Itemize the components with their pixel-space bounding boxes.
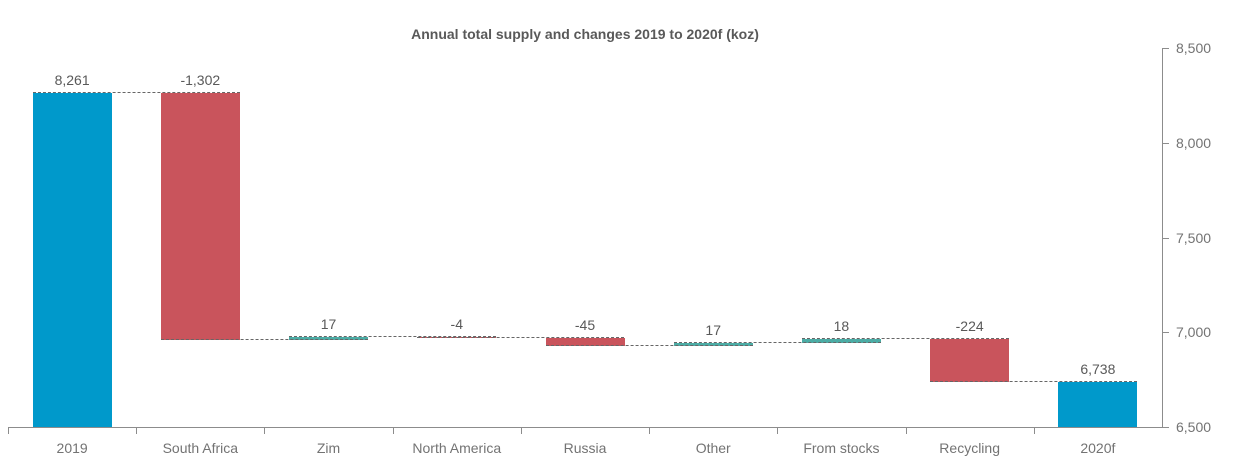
y-axis-tick-label: 8,000 (1176, 134, 1212, 151)
bar-other (673, 342, 753, 347)
x-axis-label: Russia (563, 440, 607, 456)
x-axis-label: 2020f (1080, 440, 1116, 456)
bar-value-label: 17 (705, 321, 721, 338)
bar-from-stocks (801, 339, 881, 343)
x-axis-tick (777, 428, 779, 434)
y-axis-tick-label: 7,500 (1176, 229, 1212, 246)
x-axis-label: South Africa (162, 440, 239, 456)
bar-2020f (1058, 381, 1138, 427)
bar-2019 (32, 93, 112, 427)
x-axis-label: Zim (316, 440, 341, 456)
y-axis-tick-label: 7,000 (1176, 324, 1212, 341)
y-axis-tick (1163, 48, 1169, 49)
x-axis-label: Recycling (939, 440, 1000, 456)
bar-south-africa (160, 93, 240, 340)
connector-line (545, 345, 753, 347)
connector-line (289, 335, 497, 337)
connector-line (930, 380, 1138, 382)
bar-value-label: 8,261 (54, 72, 90, 89)
bar-value-label: 17 (320, 315, 337, 332)
y-axis-line (1162, 48, 1163, 428)
bar-value-label: -224 (955, 318, 984, 335)
bar-russia (545, 337, 625, 347)
x-axis-label: North America (412, 440, 502, 456)
x-axis-tick (264, 428, 266, 434)
bar-value-label: 6,738 (1080, 360, 1116, 377)
bar-value-label: -1,302 (180, 72, 221, 89)
bar-recycling (930, 339, 1010, 382)
x-axis-tick (8, 428, 9, 434)
x-axis-line (8, 427, 1168, 428)
connector-line (673, 341, 881, 343)
bar-value-label: -4 (450, 315, 463, 332)
x-axis-tick (520, 428, 522, 434)
x-axis-tick (905, 428, 907, 434)
bar-value-label: 18 (833, 318, 850, 335)
x-axis-tick (392, 428, 394, 434)
y-axis-tick (1163, 142, 1169, 144)
x-axis-label: Other (695, 440, 731, 456)
x-axis-tick (136, 428, 138, 434)
bar-value-label: -45 (574, 316, 596, 333)
x-axis-label: 2019 (56, 440, 88, 456)
y-axis-tick (1163, 237, 1169, 239)
bar-north-america (417, 336, 497, 339)
y-axis-tick-label: 8,500 (1176, 40, 1212, 56)
x-axis-tick (1033, 428, 1035, 434)
connector-line (32, 92, 240, 94)
connector-line (417, 336, 625, 338)
y-axis-tick (1163, 332, 1169, 334)
bar-zim (289, 336, 369, 341)
x-axis-label: From stocks (803, 440, 880, 456)
x-axis-tick (649, 428, 651, 434)
connector-line (801, 338, 1010, 340)
y-axis-tick-label: 6,500 (1176, 419, 1212, 435)
chart-title: Annual total supply and changes 2019 to … (411, 26, 759, 42)
connector-line (160, 339, 369, 341)
